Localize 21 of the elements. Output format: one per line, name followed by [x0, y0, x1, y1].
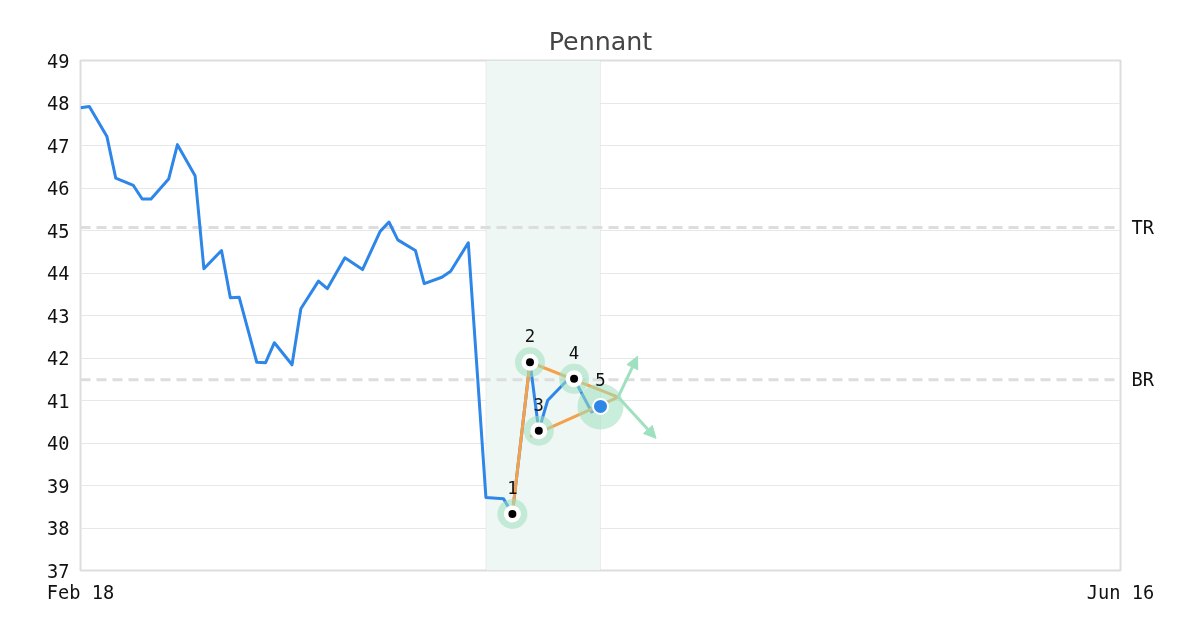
y-tick-label: 42	[47, 348, 70, 369]
y-tick-label: 47	[47, 135, 70, 157]
y-tick-label: 43	[47, 305, 70, 327]
y-tick-label: 39	[47, 475, 70, 497]
y-tick-label: 40	[47, 433, 70, 454]
annotation: 4	[568, 342, 580, 363]
x-tick-label: Feb 18	[46, 581, 115, 603]
chart-title: Pennant	[548, 25, 653, 56]
y-tick-label: 37	[47, 560, 70, 582]
ref-line-label: TR	[1131, 217, 1155, 239]
ref-line-label: BR	[1131, 369, 1155, 391]
y-tick-label: 46	[47, 178, 70, 199]
annotation: 5	[595, 370, 606, 391]
y-tick-label: 44	[47, 263, 70, 284]
y-tick-label: 41	[47, 390, 70, 412]
y-tick-label: 49	[47, 50, 70, 72]
y-tick-label: 48	[47, 93, 70, 114]
annotation: 2	[524, 326, 536, 347]
y-tick-label: 38	[47, 518, 70, 539]
x-tick-label: Jun 16	[1086, 581, 1155, 603]
y-tick-label: 45	[47, 220, 70, 242]
